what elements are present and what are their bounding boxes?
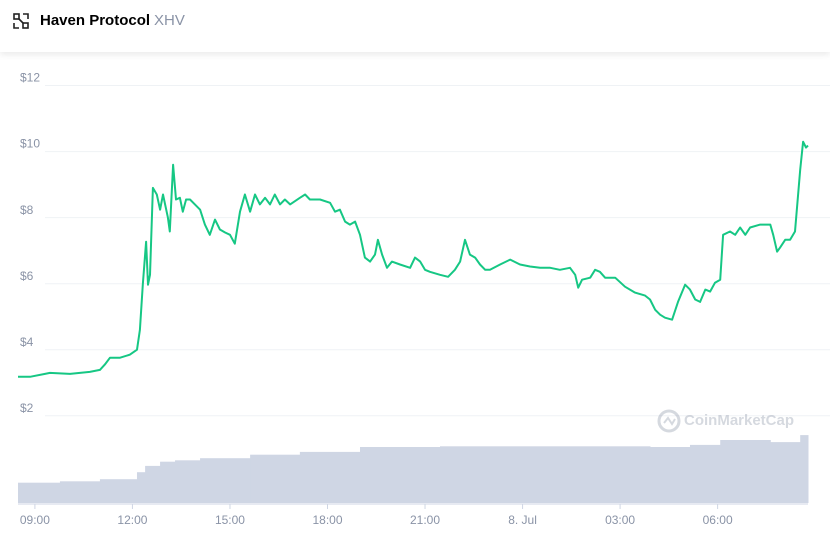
volume-bar: [720, 440, 771, 503]
volume-bar: [99, 479, 138, 503]
coin-title: Haven Protocol XHV: [40, 12, 185, 29]
y-tick-label: $4: [20, 335, 34, 349]
x-tick-label: 06:00: [703, 513, 733, 527]
x-tick-label: 12:00: [117, 513, 147, 527]
coin-symbol: XHV: [154, 12, 185, 29]
volume-bar: [200, 458, 251, 503]
header: Haven Protocol XHV: [0, 0, 830, 52]
y-tick-label: $6: [20, 269, 34, 283]
y-tick-label: $8: [20, 203, 34, 217]
x-tick-label: 21:00: [410, 513, 440, 527]
watermark: CoinMarketCap: [657, 409, 794, 433]
volume-bar: [160, 461, 176, 503]
volume-bar: [59, 481, 101, 503]
x-tick-label: 8. Jul: [508, 513, 537, 527]
coin-name: Haven Protocol: [40, 12, 151, 29]
x-tick-label: 03:00: [605, 513, 635, 527]
volume-bar: [250, 454, 301, 503]
header-icon: [13, 13, 29, 29]
volume-bar: [175, 460, 201, 503]
grid: $2 $4 $6 $8 $10 $12: [20, 71, 830, 417]
x-tick-label: 09:00: [20, 513, 50, 527]
x-tick-label: 18:00: [312, 513, 342, 527]
y-tick-label: $2: [20, 401, 34, 415]
volume-bar: [650, 447, 691, 503]
y-tick-label: $12: [20, 71, 40, 85]
volume-bar: [360, 447, 441, 503]
volume-bar: [18, 482, 61, 503]
volume-bar: [299, 451, 361, 503]
volume-bar: [439, 446, 651, 503]
volume-bar: [800, 435, 809, 503]
watermark-text: CoinMarketCap: [684, 412, 794, 429]
volume-bar: [136, 472, 146, 503]
y-tick-label: $10: [20, 137, 40, 151]
volume-bar: [145, 465, 161, 503]
x-tick-label: 15:00: [215, 513, 245, 527]
price-line: [18, 140, 809, 378]
volume-bar: [770, 442, 801, 503]
volume-bar: [689, 444, 721, 503]
